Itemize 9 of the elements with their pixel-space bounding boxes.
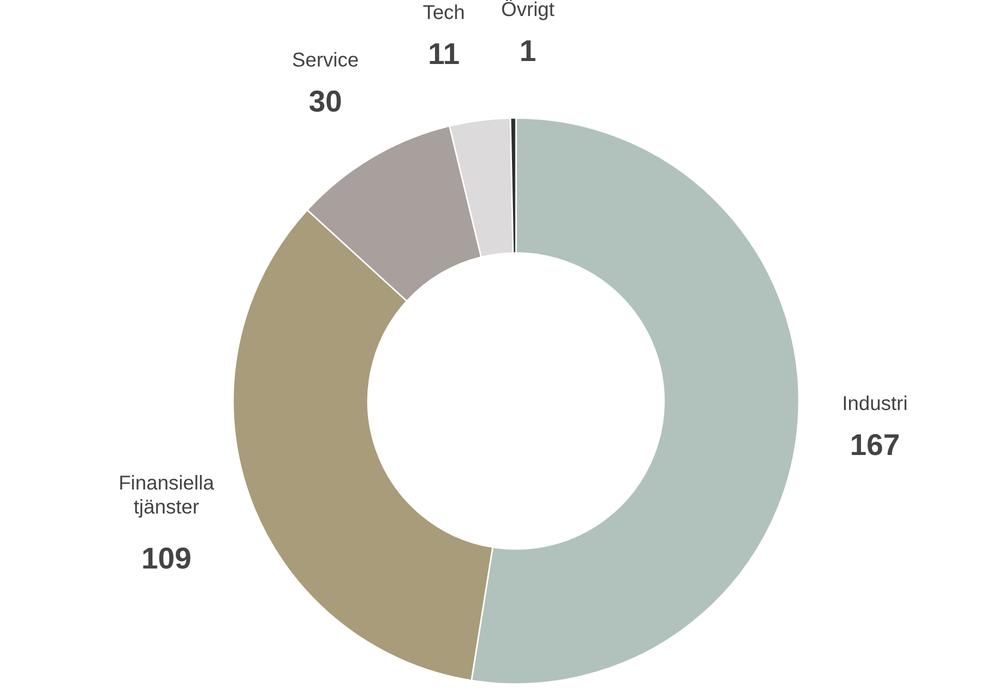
data-label: 30: [308, 86, 342, 119]
slice-label: Finansiella tjänster: [118, 472, 216, 518]
data-label: 167: [850, 428, 900, 462]
slice-label: Service: [292, 50, 359, 72]
data-label: 109: [141, 542, 192, 576]
slice-label: Tech: [422, 2, 465, 24]
slice-label: Industri: [842, 392, 908, 415]
data-label: 11: [428, 38, 460, 72]
data-label: 1: [519, 35, 536, 68]
